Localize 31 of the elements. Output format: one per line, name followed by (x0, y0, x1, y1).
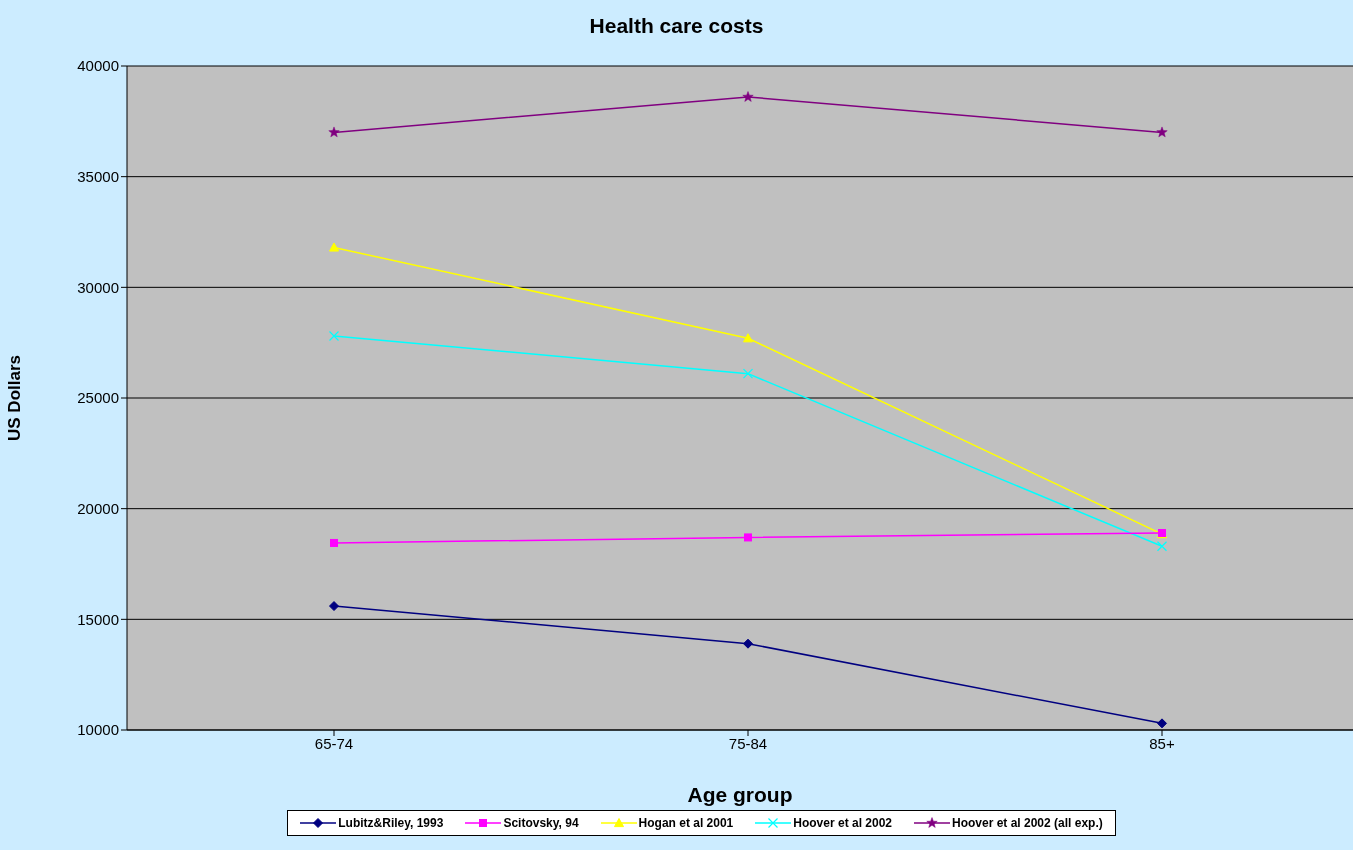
y-tick-label: 25000 (77, 389, 119, 407)
point (742, 91, 754, 102)
legend-label: Lubitz&Riley, 1993 (338, 816, 444, 830)
y-tick-label: 15000 (77, 610, 119, 628)
x-tick-label: 75-84 (728, 734, 768, 752)
chart-title: Health care costs (588, 14, 765, 38)
y-tick-label: 40000 (77, 57, 119, 75)
point (328, 330, 340, 342)
point (330, 538, 338, 547)
point (1156, 126, 1168, 138)
y-tick-label: 20000 (77, 499, 119, 517)
point (743, 333, 753, 343)
x-axis-title: Age group (687, 783, 793, 806)
y-tick-label: 30000 (77, 278, 119, 296)
x-tick-label: 85+ (1149, 734, 1175, 752)
point (742, 368, 754, 379)
point (328, 126, 340, 138)
y-tick-label: 35000 (77, 167, 119, 185)
y-axis-title: US Dollars (5, 355, 25, 441)
y-tick-label: 10000 (77, 721, 119, 739)
x-tick-label: 65-74 (314, 734, 354, 752)
legend-label: Hogan et al 2001 (638, 816, 734, 830)
point (1157, 718, 1167, 729)
legend-label: Scitovsky, 94 (503, 816, 579, 830)
point (743, 638, 753, 649)
legend-label: Hoover et al 2002 (793, 816, 892, 830)
point (329, 242, 339, 252)
point (329, 601, 339, 612)
point (744, 533, 752, 542)
point (1156, 541, 1168, 552)
legend-label: Hoover et al 2002 (all exp.) (952, 816, 1103, 830)
